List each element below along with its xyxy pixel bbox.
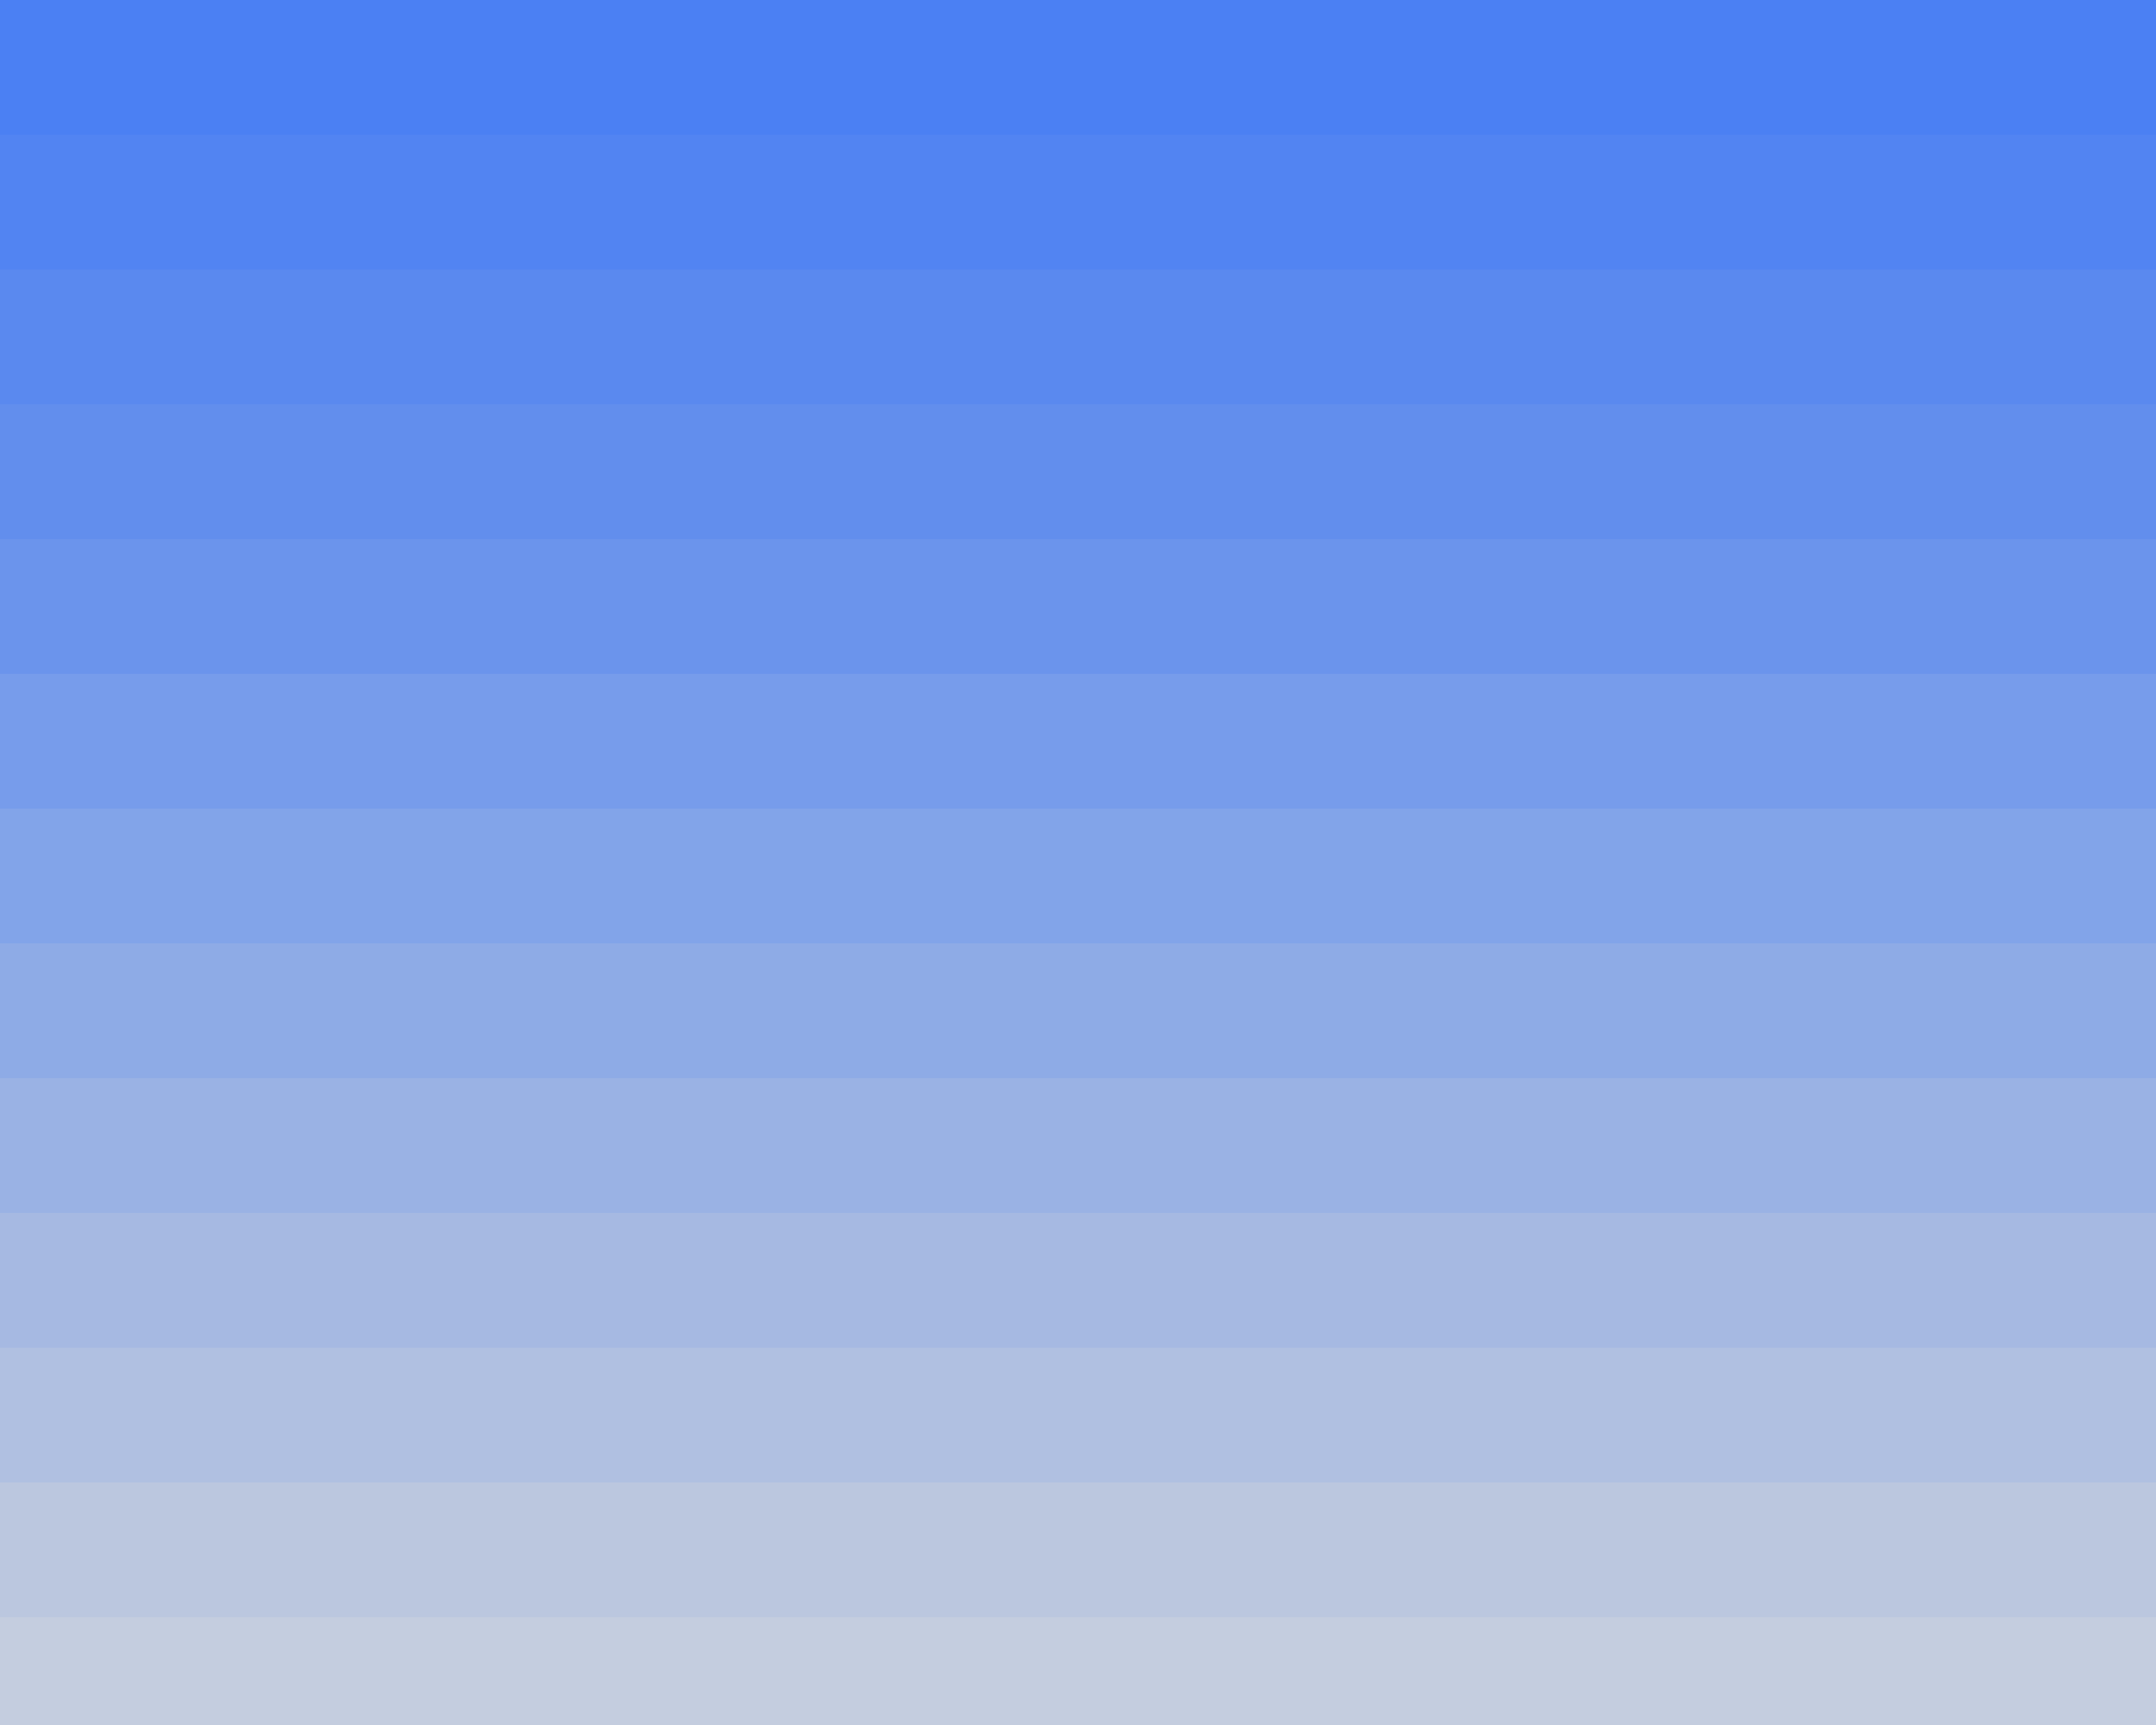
color-band [0, 1617, 2156, 1725]
color-band [0, 1213, 2156, 1348]
color-band [0, 539, 2156, 674]
color-band [0, 135, 2156, 270]
color-band [0, 1078, 2156, 1213]
color-band [0, 943, 2156, 1078]
color-band [0, 809, 2156, 943]
color-band [0, 404, 2156, 539]
color-band [0, 1348, 2156, 1482]
color-band [0, 1482, 2156, 1617]
color-band [0, 0, 2156, 135]
color-band [0, 270, 2156, 404]
color-band [0, 674, 2156, 809]
